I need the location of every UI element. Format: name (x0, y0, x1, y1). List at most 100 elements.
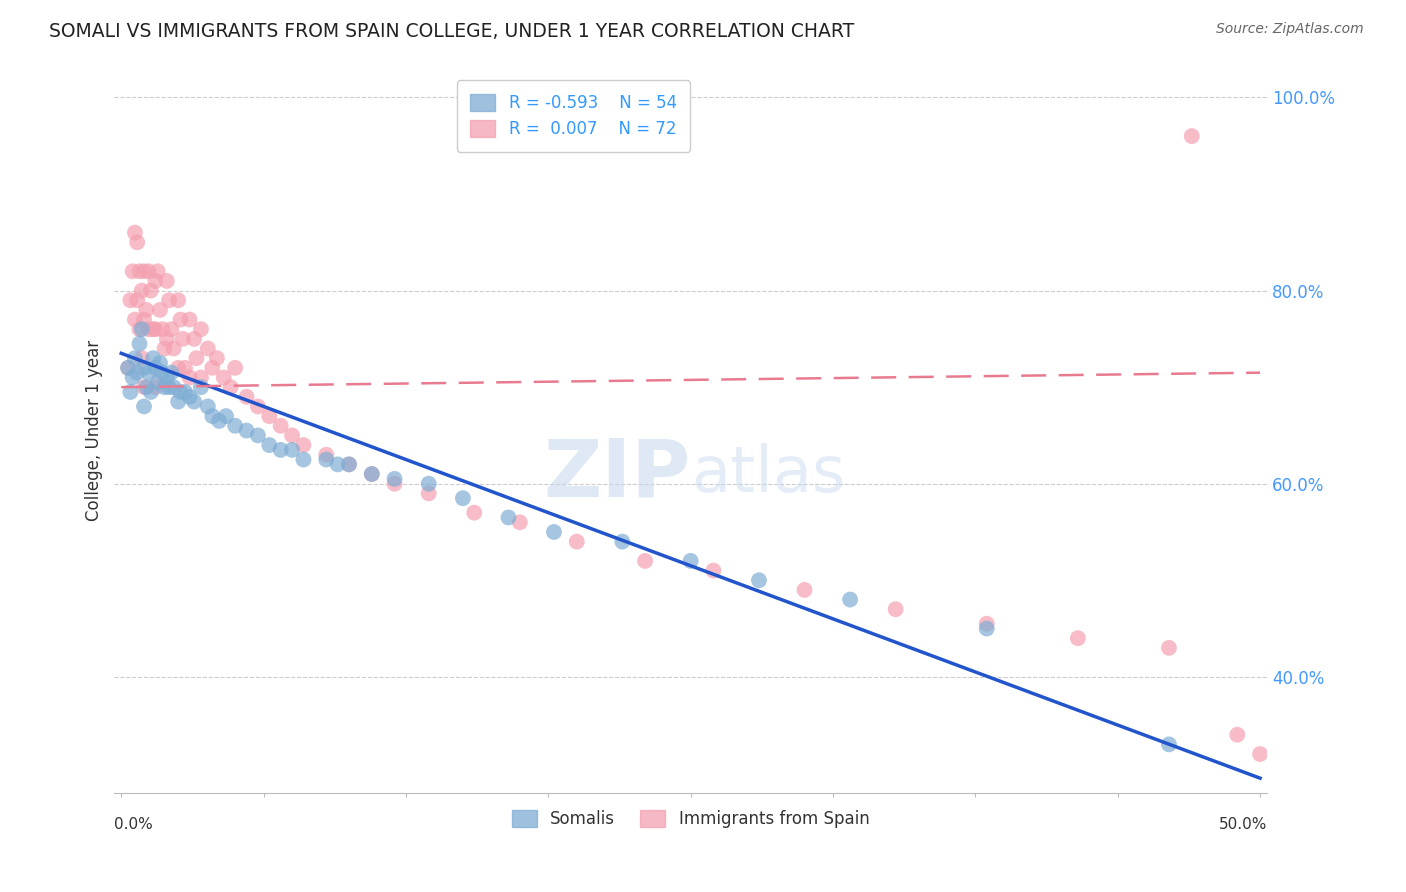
Point (127, 293, 149, 308)
Point (146, 376, 169, 390)
Point (183, 332, 205, 346)
Point (235, 424, 257, 438)
Point (281, 442, 304, 457)
Point (418, 476, 440, 491)
Point (183, 394, 205, 409)
Point (1249, 747, 1271, 761)
Point (117, 360, 139, 375)
Point (839, 592, 862, 607)
Point (145, 360, 167, 375)
Point (146, 264, 169, 278)
Point (145, 274, 167, 288)
Point (1157, 738, 1180, 752)
Point (149, 356, 172, 370)
Point (160, 366, 183, 380)
Point (565, 534, 588, 549)
Point (150, 366, 173, 380)
Point (174, 360, 197, 375)
Point (124, 312, 146, 326)
Point (315, 452, 337, 467)
Point (360, 467, 382, 481)
Point (197, 400, 219, 414)
Point (179, 370, 201, 384)
Point (212, 370, 235, 384)
Point (451, 491, 474, 505)
Point (127, 235, 149, 250)
Point (270, 418, 292, 433)
Text: 0.0%: 0.0% (114, 817, 153, 832)
Point (976, 616, 998, 631)
Point (224, 360, 246, 375)
Point (128, 322, 150, 336)
Point (156, 332, 179, 346)
Point (292, 452, 315, 467)
Point (132, 360, 155, 375)
Point (128, 336, 150, 351)
Point (1226, 728, 1249, 742)
Point (190, 380, 212, 394)
Point (224, 418, 246, 433)
Point (131, 351, 153, 366)
Point (167, 360, 190, 375)
Point (156, 274, 179, 288)
Point (142, 351, 165, 366)
Point (259, 438, 281, 452)
Point (139, 284, 162, 298)
Point (135, 380, 157, 394)
Point (132, 264, 155, 278)
Point (679, 554, 702, 568)
Point (139, 384, 162, 399)
Point (281, 428, 304, 442)
Point (326, 458, 349, 472)
Point (145, 322, 167, 336)
Text: Source: ZipAtlas.com: Source: ZipAtlas.com (1216, 22, 1364, 37)
Point (132, 400, 155, 414)
Point (135, 302, 157, 317)
Point (124, 226, 146, 240)
Point (131, 322, 153, 336)
Point (748, 573, 770, 587)
Text: atlas: atlas (690, 443, 845, 505)
Point (186, 351, 208, 366)
Point (138, 322, 160, 336)
Point (205, 351, 228, 366)
Point (128, 264, 150, 278)
Point (1067, 631, 1090, 645)
Legend: Somalis, Immigrants from Spain: Somalis, Immigrants from Spain (505, 804, 876, 835)
Point (169, 384, 191, 399)
Point (179, 312, 201, 326)
Point (976, 622, 998, 636)
Point (201, 360, 224, 375)
Point (360, 467, 382, 481)
Point (201, 409, 224, 423)
Point (337, 458, 360, 472)
Point (132, 380, 155, 394)
Point (543, 524, 565, 539)
Point (702, 564, 724, 578)
Point (509, 516, 531, 530)
Text: ZIP: ZIP (543, 435, 690, 513)
Point (153, 342, 176, 356)
Point (167, 293, 190, 308)
Point (246, 400, 269, 414)
Point (292, 438, 315, 452)
Point (127, 366, 149, 380)
Point (121, 370, 143, 384)
Point (138, 366, 160, 380)
Point (884, 602, 907, 616)
Point (337, 458, 360, 472)
Point (793, 582, 815, 597)
Point (190, 322, 212, 336)
Point (315, 448, 337, 462)
Point (1181, 129, 1204, 144)
Point (160, 322, 183, 336)
Point (132, 312, 155, 326)
Point (157, 380, 180, 394)
Point (1157, 640, 1180, 655)
Point (612, 534, 634, 549)
Point (634, 554, 657, 568)
Point (259, 409, 281, 423)
Point (157, 293, 180, 308)
Point (208, 414, 231, 428)
Point (138, 264, 160, 278)
